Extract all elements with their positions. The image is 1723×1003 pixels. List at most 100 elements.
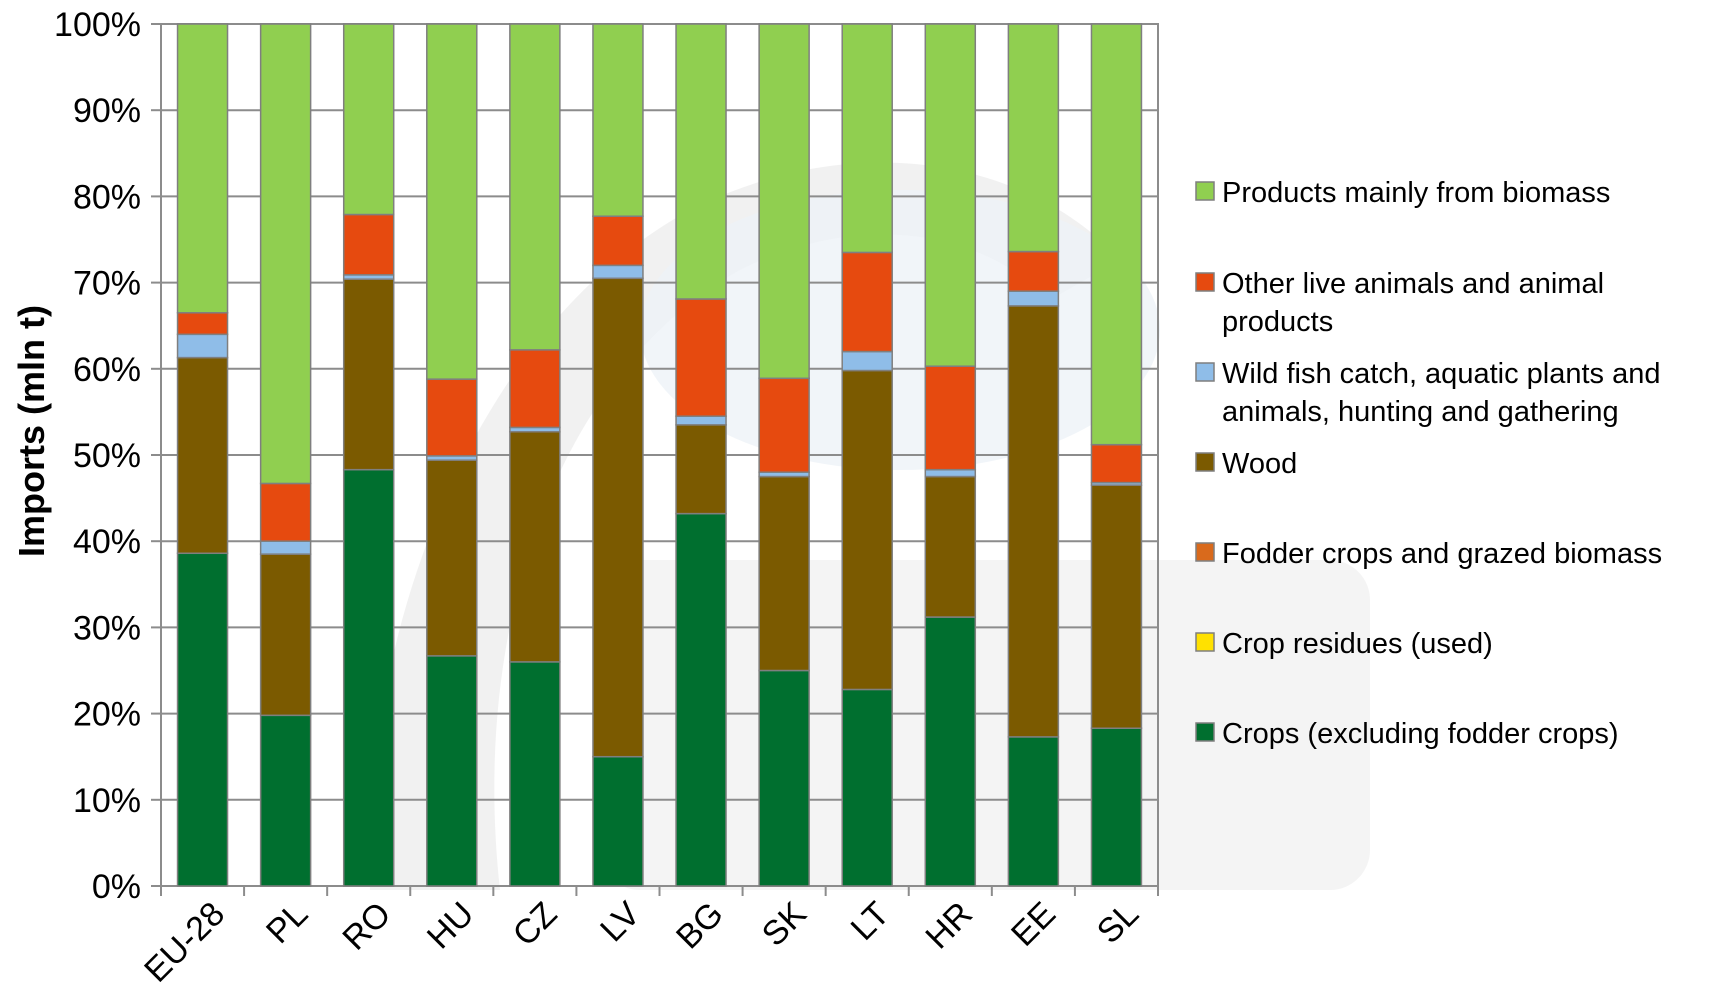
bar-segment <box>426 23 478 380</box>
bar-segment <box>1007 23 1060 253</box>
bar-segment <box>675 512 727 887</box>
bar-segment <box>841 23 893 254</box>
legend-label: Crop residues (used) <box>1222 628 1493 660</box>
bar-segment <box>758 23 810 380</box>
bar-segment <box>426 459 478 657</box>
bar-segment <box>924 475 977 618</box>
bar-segment <box>1007 305 1060 738</box>
y-tick-label: 60% <box>73 351 141 389</box>
bar-segment <box>758 669 810 887</box>
bar-segment <box>841 369 893 691</box>
x-tick-label: BG <box>669 895 731 957</box>
bar-segment <box>592 277 644 758</box>
y-tick-label: 20% <box>73 696 141 734</box>
legend-label: products <box>1222 306 1333 338</box>
x-tick-label: EE <box>1004 895 1063 954</box>
legend-label: Other live animals and animal <box>1222 268 1604 300</box>
bar-segment <box>1007 290 1060 307</box>
legend-label: Products mainly from biomass <box>1222 177 1610 209</box>
bar-segment <box>176 356 229 555</box>
legend-swatch <box>1195 452 1215 472</box>
bar-segment <box>675 23 727 300</box>
x-tick-label: LT <box>844 895 897 948</box>
bar-segment <box>509 349 561 429</box>
bar-segment <box>259 553 312 717</box>
legend-label: Wild fish catch, aquatic plants and <box>1222 358 1660 390</box>
bar-segment <box>1090 443 1143 484</box>
bar-segment <box>592 755 644 887</box>
bar-segment <box>675 415 727 426</box>
bar-segment <box>841 251 893 353</box>
bar-segment <box>259 540 312 555</box>
y-tick-label: 40% <box>73 523 141 561</box>
bar-segment <box>259 482 312 542</box>
y-tick-label: 50% <box>73 437 141 475</box>
x-tick-label: SL <box>1090 895 1146 951</box>
legend-swatch <box>1195 632 1215 652</box>
bar-segment <box>426 378 478 457</box>
bar-segment <box>592 215 644 267</box>
bar-segment <box>259 23 312 485</box>
y-axis-ticks: 0% 10% 20% 30% 40% 50% 60% 70% 80% 90% 100% <box>54 6 141 906</box>
x-axis-ticks: EU-28 PL RO HU CZ LV BG SK LT HR EE SL <box>137 886 1159 990</box>
bar-segment <box>342 468 395 887</box>
bar-segment <box>176 312 229 336</box>
legend: Products mainly from biomass Other live a… <box>1195 177 1662 750</box>
legend-label: animals, hunting and gathering <box>1222 396 1619 428</box>
x-tick-label: CZ <box>506 895 565 954</box>
bar-segment <box>1090 23 1143 446</box>
bar-segment <box>841 688 893 887</box>
y-tick-label: 80% <box>73 178 141 216</box>
bar-segment <box>924 468 977 478</box>
legend-swatch <box>1195 542 1215 562</box>
bar-segment <box>259 714 312 887</box>
bar-segment <box>758 475 810 672</box>
bar-segment <box>1090 727 1143 887</box>
bar-segment <box>176 333 229 359</box>
bars-group <box>176 23 1143 887</box>
bar-segment <box>509 661 561 887</box>
bar-segment <box>342 213 395 276</box>
legend-swatch <box>1195 362 1215 382</box>
y-tick-label: 10% <box>73 782 141 820</box>
x-tick-label: LV <box>593 895 648 950</box>
x-tick-label: EU-28 <box>137 895 232 990</box>
legend-swatch <box>1195 181 1215 201</box>
legend-swatch <box>1195 722 1215 742</box>
bar-segment <box>426 655 478 887</box>
legend-label: Crops (excluding fodder crops) <box>1222 718 1619 750</box>
bar-segment <box>509 430 561 663</box>
bar-segment <box>509 23 561 351</box>
bar-segment <box>924 365 977 471</box>
y-tick-label: 90% <box>73 92 141 130</box>
legend-label: Wood <box>1222 448 1297 480</box>
bar-segment <box>176 552 229 887</box>
x-tick-label: HU <box>420 895 482 957</box>
x-tick-label: PL <box>259 895 315 951</box>
y-tick-label: 30% <box>73 609 141 647</box>
y-axis-title: Imports (mln t) <box>11 305 52 557</box>
bar-segment <box>758 377 810 473</box>
bar-segment <box>924 23 977 367</box>
y-tick-label: 0% <box>92 868 141 906</box>
bar-segment <box>176 23 229 314</box>
x-tick-label: HR <box>918 895 980 957</box>
bar-segment <box>592 264 644 280</box>
legend-label: Fodder crops and grazed biomass <box>1222 538 1662 570</box>
bar-segment <box>342 23 395 216</box>
bar-segment <box>592 23 644 217</box>
bar-segment <box>1007 250 1060 292</box>
x-tick-label: SK <box>755 895 814 954</box>
legend-swatch <box>1195 272 1215 292</box>
y-tick-label: 70% <box>73 265 141 303</box>
x-tick-label: RO <box>335 895 398 958</box>
y-tick-label: 100% <box>54 6 141 44</box>
bar-segment <box>675 424 727 515</box>
bar-segment <box>1090 484 1143 730</box>
bar-segment <box>1007 736 1060 887</box>
bar-segment <box>675 298 727 417</box>
bar-segment <box>342 278 395 471</box>
bar-segment <box>924 616 977 887</box>
bar-segment <box>841 350 893 372</box>
